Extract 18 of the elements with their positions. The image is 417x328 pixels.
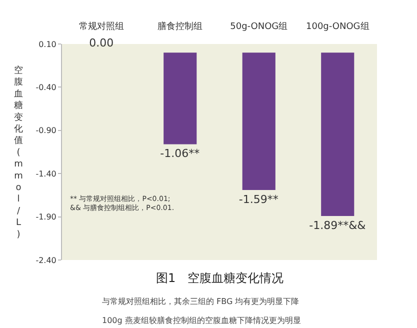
data-label: -1.06** [160, 147, 200, 160]
data-label: -1.89**&& [309, 218, 366, 232]
y-tick-label: -1.90 [36, 212, 56, 222]
data-label: 0.00 [89, 36, 114, 50]
x-tick-label: 常规对照组 [78, 21, 124, 32]
text: 空腹血糖变化值(mmol/L) [14, 66, 23, 240]
y-tick-label: -1.40 [36, 169, 56, 178]
text: 100g 燕麦组较膳食控制组的空腹血糖下降情况更为明显 [102, 316, 301, 325]
y-tick-label: -0.40 [36, 83, 56, 92]
text: 图1 空腹血糖变化情况 [156, 271, 284, 285]
x-tick-label: 100g-ONOG组 [306, 21, 370, 32]
data-label: -1.59** [238, 193, 279, 206]
y-tick-label: -2.40 [36, 256, 56, 265]
x-tick-label: 50g-ONOG组 [230, 21, 288, 32]
y-tick-label: 0.10 [38, 40, 56, 49]
text: 与常规对照组相比，其余三组的 FBG 均有更为明显下降 [102, 297, 300, 306]
y-tick-label: -0.90 [36, 126, 56, 136]
x-tick-label: 膳食控制组 [158, 21, 203, 32]
